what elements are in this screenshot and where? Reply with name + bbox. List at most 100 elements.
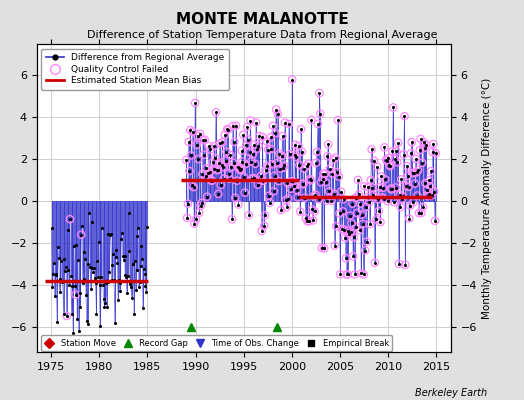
Point	[213, 167, 222, 173]
Point	[379, 195, 388, 202]
Text: MONTE MALANOTTE: MONTE MALANOTTE	[176, 12, 348, 27]
Point	[250, 142, 259, 148]
Point	[218, 139, 226, 146]
Point	[124, 210, 133, 216]
Point	[303, 218, 312, 224]
Point	[360, 183, 368, 190]
Point	[422, 142, 430, 148]
Point	[210, 166, 218, 172]
Point	[226, 152, 235, 158]
Point	[300, 166, 309, 172]
Point	[310, 193, 318, 200]
Point	[245, 212, 253, 218]
Point	[196, 202, 205, 209]
Point	[71, 283, 79, 289]
Point	[237, 166, 245, 172]
Point	[220, 176, 228, 182]
Point	[192, 216, 200, 223]
Point	[346, 229, 355, 236]
Point	[230, 160, 238, 166]
Point	[332, 223, 341, 229]
Point	[308, 206, 316, 213]
Point	[204, 170, 212, 176]
Point	[396, 192, 404, 198]
Point	[253, 146, 261, 152]
Point	[353, 210, 362, 216]
Point	[261, 212, 269, 218]
Point	[351, 271, 359, 278]
Point	[331, 154, 340, 161]
Point	[330, 190, 338, 197]
Point	[320, 245, 329, 252]
Point	[417, 136, 425, 142]
Point	[305, 176, 314, 182]
Point	[282, 204, 291, 210]
Point	[403, 173, 412, 179]
Point	[392, 148, 401, 154]
Point	[324, 141, 332, 148]
Point	[295, 162, 303, 168]
Point	[100, 304, 108, 310]
Point	[49, 270, 57, 277]
Point	[328, 198, 336, 204]
Point	[389, 104, 398, 111]
Point	[285, 121, 293, 127]
Point	[413, 192, 421, 199]
Point	[238, 158, 247, 165]
Point	[429, 149, 437, 155]
Legend: Station Move, Record Gap, Time of Obs. Change, Empirical Break: Station Move, Record Gap, Time of Obs. C…	[41, 335, 392, 351]
Point	[275, 178, 283, 184]
Point	[63, 226, 72, 233]
Point	[285, 121, 293, 127]
Point	[354, 177, 362, 183]
Point	[365, 199, 374, 205]
Point	[302, 163, 311, 169]
Point	[117, 236, 125, 242]
Point	[414, 167, 422, 173]
Point	[230, 160, 238, 166]
Point	[215, 160, 223, 166]
Point	[54, 255, 63, 261]
Point	[111, 320, 119, 326]
Point	[69, 330, 78, 336]
Point	[381, 176, 389, 183]
Point	[396, 204, 405, 210]
Point	[318, 245, 326, 251]
Point	[379, 185, 387, 191]
Point	[205, 169, 214, 176]
Point	[54, 244, 62, 250]
Point	[259, 178, 267, 184]
Point	[291, 142, 300, 148]
Point	[372, 194, 380, 200]
Point	[287, 178, 296, 185]
Point	[140, 271, 149, 277]
Point	[217, 162, 226, 168]
Point	[91, 275, 99, 281]
Point	[275, 178, 283, 184]
Point	[390, 199, 398, 205]
Point	[326, 166, 334, 172]
Point	[88, 265, 96, 271]
Point	[355, 191, 363, 198]
Point	[211, 155, 220, 161]
Point	[293, 187, 301, 193]
Point	[333, 169, 341, 175]
Point	[272, 106, 280, 113]
Point	[191, 100, 199, 106]
Point	[384, 198, 392, 204]
Point	[263, 138, 271, 144]
Point	[322, 198, 331, 204]
Point	[183, 215, 191, 221]
Point	[64, 267, 72, 274]
Point	[208, 178, 216, 184]
Point	[231, 195, 239, 201]
Point	[56, 288, 64, 295]
Point	[201, 173, 210, 180]
Point	[292, 154, 300, 160]
Point	[233, 178, 241, 184]
Point	[250, 142, 259, 148]
Point	[399, 193, 407, 199]
Point	[321, 170, 329, 177]
Point	[374, 196, 382, 202]
Point	[304, 160, 312, 167]
